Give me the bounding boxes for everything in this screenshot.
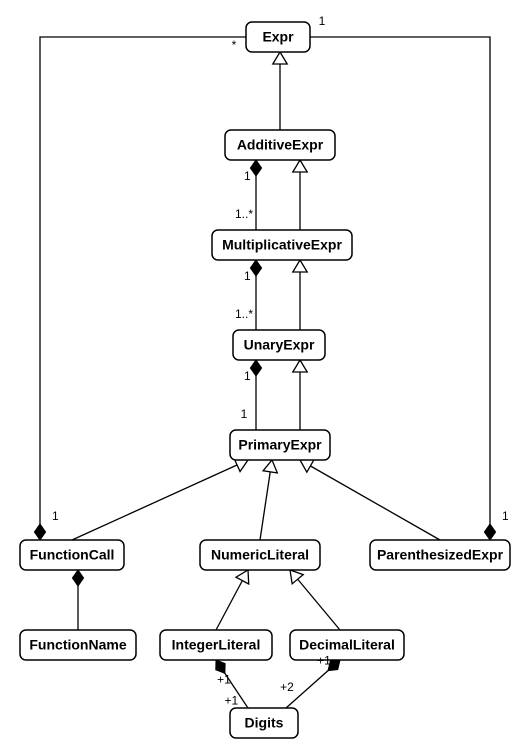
node-MultiplicativeExpr: MultiplicativeExpr [212,230,352,260]
node-label: MultiplicativeExpr [222,237,342,253]
svg-text:1: 1 [244,369,251,383]
node-label: UnaryExpr [244,337,315,353]
node-label: ParenthesizedExpr [377,547,504,563]
node-Digits: Digits [230,708,298,738]
node-AdditiveExpr: AdditiveExpr [225,130,335,160]
node-DecimalLiteral: DecimalLiteral [290,630,404,660]
svg-text:1: 1 [502,509,509,523]
svg-text:1: 1 [244,269,251,283]
node-label: Expr [262,29,294,45]
node-label: NumericLiteral [211,547,309,563]
svg-text:+1: +1 [217,672,231,686]
svg-text:+2: +2 [280,680,294,694]
svg-text:1: 1 [52,509,59,523]
svg-text:+1: +1 [317,653,331,667]
node-UnaryExpr: UnaryExpr [233,330,325,360]
node-Expr: Expr [246,22,310,52]
node-label: PrimaryExpr [238,437,322,453]
svg-text:1: 1 [241,407,248,421]
node-label: DecimalLiteral [299,637,395,653]
svg-text:*: * [232,38,237,52]
node-ParenthesizedExpr: ParenthesizedExpr [370,540,510,570]
node-PrimaryExpr: PrimaryExpr [230,430,330,460]
svg-text:1..*: 1..* [235,207,253,221]
uml-diagram: Expr AdditiveExpr MultiplicativeExpr UnaryE… [0,0,516,750]
node-label: AdditiveExpr [237,137,324,153]
svg-text:1: 1 [244,169,251,183]
node-label: Digits [245,715,284,731]
node-FunctionCall: FunctionCall [20,540,124,570]
node-FunctionName: FunctionName [20,630,136,660]
svg-text:1..*: 1..* [235,307,253,321]
node-label: FunctionCall [30,547,115,563]
node-label: FunctionName [29,637,126,653]
node-NumericLiteral: NumericLiteral [200,540,320,570]
svg-text:+1: +1 [225,694,239,708]
node-IntegerLiteral: IntegerLiteral [160,630,272,660]
node-label: IntegerLiteral [172,637,261,653]
svg-text:1: 1 [319,14,326,28]
